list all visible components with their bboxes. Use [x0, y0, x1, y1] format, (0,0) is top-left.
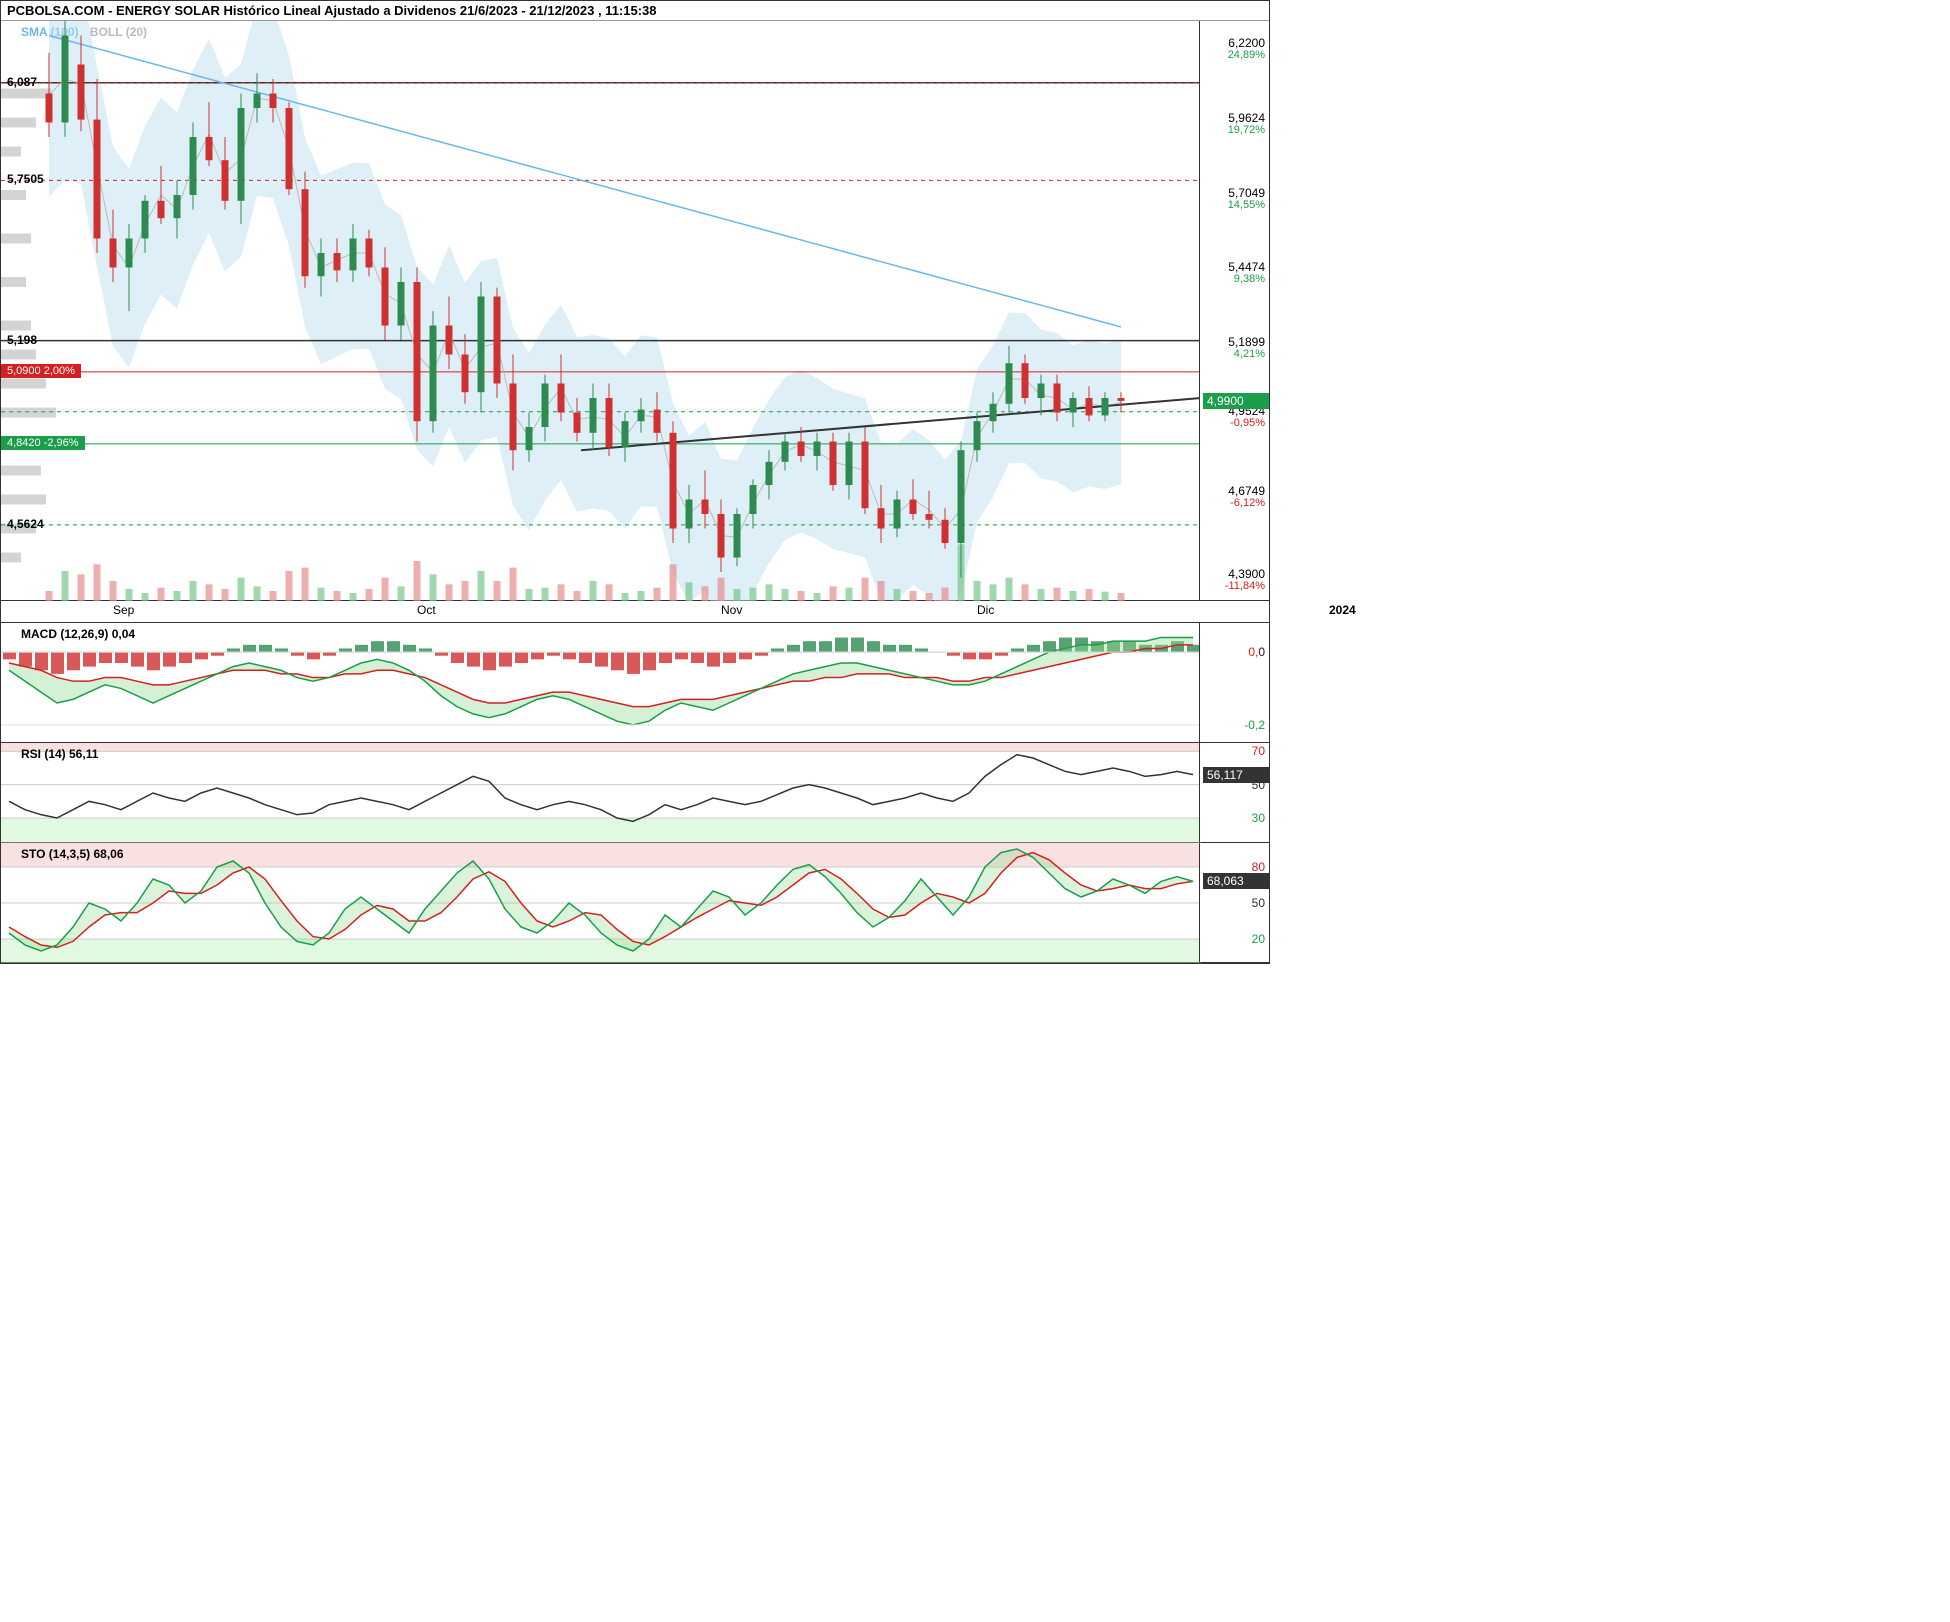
rsi-yaxis: 70503056,117 [1199, 743, 1269, 842]
time-axis: SepOctNovDic2024 [1, 601, 1269, 623]
macd-panel[interactable]: MACD (12,26,9) 0,04 0,00-0,2 [1, 623, 1269, 743]
rsi-label: RSI (14) 56,11 [21, 747, 98, 761]
price-svg [1, 21, 1201, 601]
sto-yaxis: 80502068,063 [1199, 843, 1269, 962]
price-yaxis: 6,220024,89%5,962419,72%5,704914,55%5,44… [1199, 21, 1269, 600]
price-panel[interactable]: SMA (100) BOLL (20) 6,220024,89%5,962419… [1, 21, 1269, 601]
rsi-panel[interactable]: RSI (14) 56,11 70503056,117 [1, 743, 1269, 843]
stock-chart: PCBOLSA.COM - ENERGY SOLAR Histórico Lin… [0, 0, 1270, 964]
rsi-svg [1, 743, 1201, 843]
macd-svg [1, 623, 1201, 743]
macd-label: MACD (12,26,9) 0,04 [21, 627, 135, 641]
macd-yaxis: 0,00-0,2 [1199, 623, 1269, 742]
chart-title: PCBOLSA.COM - ENERGY SOLAR Histórico Lin… [1, 1, 1269, 21]
sto-svg [1, 843, 1201, 963]
sto-label: STO (14,3,5) 68,06 [21, 847, 124, 861]
sto-panel[interactable]: STO (14,3,5) 68,06 80502068,063 [1, 843, 1269, 963]
